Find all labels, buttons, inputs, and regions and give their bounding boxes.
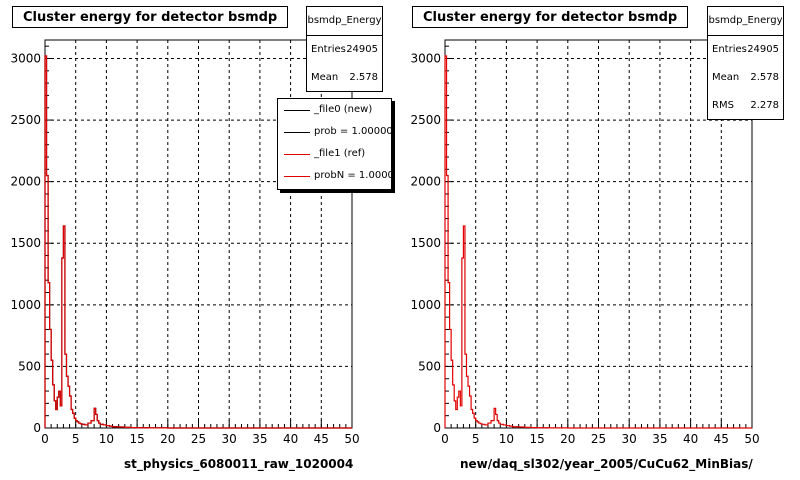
y-tick-label: 500	[18, 359, 41, 373]
x-tick-label: 20	[560, 432, 575, 446]
x-tick-label: 5	[472, 432, 480, 446]
right-stats-row-mean: Mean 2.578	[712, 72, 779, 83]
x-tick-label: 45	[314, 432, 329, 446]
right-stats-row-rms: RMS 2.278	[712, 100, 779, 111]
legend-item-file0: _file0 (new)	[278, 99, 391, 121]
legend-item-file1: _file1 (ref)	[278, 143, 391, 165]
y-tick-label: 3000	[410, 51, 441, 65]
x-tick-label: 30	[622, 432, 637, 446]
x-tick-label: 10	[99, 432, 114, 446]
right-stats-name: bsmdp_Energy	[708, 7, 783, 36]
left-stats-row-entries: Entries 24905	[311, 44, 378, 55]
y-tick-label: 0	[433, 421, 441, 435]
x-tick-label: 0	[41, 432, 49, 446]
x-tick-label: 50	[744, 432, 759, 446]
x-tick-label: 35	[252, 432, 267, 446]
y-tick-label: 2000	[410, 175, 441, 189]
left-stats-name: bsmdp_Energy	[307, 7, 382, 36]
right-stats-box: bsmdp_Energy Entries 24905 Mean 2.578 RM…	[707, 6, 784, 120]
y-tick-label: 500	[418, 359, 441, 373]
y-tick-label: 0	[33, 421, 41, 435]
y-tick-label: 1500	[410, 236, 441, 250]
y-tick-label: 3000	[10, 51, 41, 65]
x-tick-label: 30	[222, 432, 237, 446]
left-stats-row-mean: Mean 2.578	[311, 72, 378, 83]
x-tick-label: 25	[591, 432, 606, 446]
x-tick-label: 50	[344, 432, 359, 446]
x-tick-label: 0	[441, 432, 449, 446]
series-line	[444, 55, 752, 429]
x-tick-label: 35	[652, 432, 667, 446]
y-tick-label: 1000	[410, 298, 441, 312]
x-tick-label: 15	[529, 432, 544, 446]
y-tick-label: 2500	[410, 113, 441, 127]
legend-swatch	[284, 154, 310, 155]
y-tick-label: 1000	[10, 298, 41, 312]
left-x-axis-title: st_physics_6080011_raw_1020004	[124, 457, 354, 471]
x-tick-label: 45	[714, 432, 729, 446]
y-tick-label: 1500	[10, 236, 41, 250]
legend-item-probn: probN = 1.000000	[278, 165, 391, 187]
legend-swatch	[284, 110, 310, 111]
left-stats-box: bsmdp_Energy Entries 24905 Mean 2.578	[306, 6, 383, 92]
x-tick-label: 10	[499, 432, 514, 446]
y-tick-label: 2500	[10, 113, 41, 127]
right-x-axis-title: new/daq_sl302/year_2005/CuCu62_MinBias/	[460, 457, 753, 471]
series-line	[44, 55, 352, 429]
legend-item-prob: prob = 1.000000	[278, 121, 391, 143]
x-tick-label: 20	[160, 432, 175, 446]
left-legend: _file0 (new) prob = 1.000000 _file1 (ref…	[277, 98, 392, 190]
x-tick-label: 40	[283, 432, 298, 446]
x-tick-label: 40	[683, 432, 698, 446]
x-tick-label: 5	[72, 432, 80, 446]
x-tick-label: 25	[191, 432, 206, 446]
right-plot-title: Cluster energy for detector bsmdp	[412, 6, 689, 28]
legend-swatch	[284, 176, 310, 177]
legend-swatch	[284, 132, 310, 133]
left-plot-title: Cluster energy for detector bsmdp	[12, 6, 289, 28]
y-tick-label: 2000	[10, 175, 41, 189]
x-tick-label: 15	[129, 432, 144, 446]
right-stats-row-entries: Entries 24905	[712, 44, 779, 55]
